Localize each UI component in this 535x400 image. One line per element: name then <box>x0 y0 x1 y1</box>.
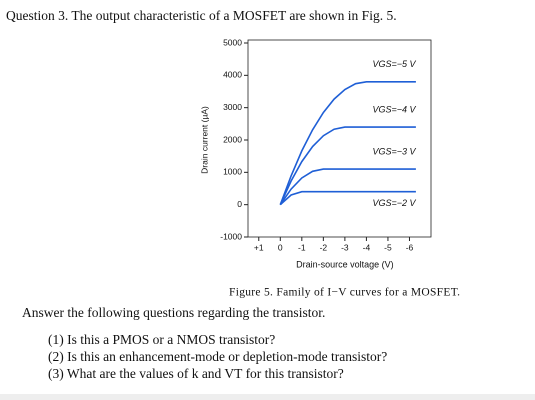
prompt: Answer the following questions regarding… <box>22 305 325 320</box>
y-tick-label: -1000 <box>220 231 242 241</box>
legend-label: VGS=−5 V <box>372 59 416 69</box>
label-bg <box>363 57 425 72</box>
x-tick-label: -6 <box>406 242 414 252</box>
figure: 5000 4000 3000 2000 1000 0 -1000 +1 0 -1 -2 -3 -4 -5 -… <box>199 37 432 269</box>
curve <box>279 81 416 205</box>
x-tick-label: -4 <box>363 242 371 252</box>
item: (3) What are the values of k and VT for … <box>48 366 344 381</box>
x-tick-label: +1 <box>254 242 264 252</box>
item: (1) Is this a PMOS or a NMOS transistor? <box>48 332 275 347</box>
plot-frame <box>247 39 432 238</box>
y-tick-label: 1000 <box>223 167 242 177</box>
y-tick-label: 0 <box>237 199 242 209</box>
label-bg <box>363 196 425 211</box>
y-tick-label: 2000 <box>223 134 242 144</box>
y-axis-label: Drain current (µA) <box>199 106 209 174</box>
y-tick-label: 3000 <box>223 102 242 112</box>
item: (2) Is this an enhancement-mode or deple… <box>48 349 387 364</box>
curve <box>279 126 416 206</box>
x-tick-label: 0 <box>278 242 283 252</box>
footer-band <box>0 394 535 400</box>
x-tick-label: -2 <box>320 242 328 252</box>
y-tick-label: 4000 <box>223 70 242 80</box>
x-tick-label: -3 <box>341 242 349 252</box>
legend-label: VGS=−3 V <box>372 146 416 156</box>
caption: Figure 5. Family of I−V curves for a MOS… <box>229 287 460 299</box>
legend-label: VGS=−2 V <box>372 198 416 208</box>
x-axis-label: Drain-source voltage (V) <box>296 259 394 269</box>
curve <box>279 168 416 206</box>
x-tick-label: -5 <box>384 242 392 252</box>
curve <box>279 190 416 206</box>
label-bg <box>363 103 425 118</box>
question: Question 3. The output characteristic of… <box>6 8 397 23</box>
legend-label: VGS=−4 V <box>372 104 416 114</box>
label-bg <box>363 145 425 160</box>
x-tick-label: -1 <box>298 242 306 252</box>
y-tick-label: 5000 <box>223 37 242 47</box>
